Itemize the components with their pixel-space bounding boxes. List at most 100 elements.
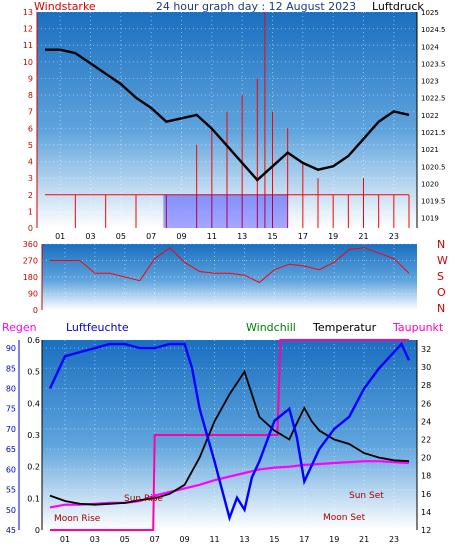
x-tick-label: 09 <box>176 232 186 241</box>
y-tick-label: 1020.5 <box>421 163 446 171</box>
rain-axis: 0 0.1 0.2 0.3 0.4 0.5 0.6 <box>18 336 43 535</box>
y-tick-label: 7 <box>28 108 33 117</box>
x-tick-label: 13 <box>237 232 247 241</box>
y-tick-label: 1021.5 <box>421 129 446 137</box>
y-tick-label: 85 <box>6 364 16 373</box>
humidity-axis: 45 50 55 60 65 70 75 80 85 90 <box>6 344 16 535</box>
moon-set-label: Moon Set <box>323 513 366 523</box>
y-tick-label: 50 <box>6 506 16 515</box>
y-tick-label: 90 <box>28 290 38 299</box>
y-tick-label: 14 <box>421 508 431 517</box>
compass-label: W <box>437 254 448 267</box>
y-tick-label: 22 <box>421 436 431 445</box>
y-tick-label: 12 <box>23 25 33 34</box>
y-tick-label: 8 <box>28 91 33 100</box>
y-tick-label: 65 <box>6 445 16 454</box>
x-tick-label: 09 <box>180 535 190 544</box>
compass-label: N <box>437 238 445 251</box>
x-tick-label: 21 <box>359 535 369 544</box>
x-tick-label: 07 <box>150 535 160 544</box>
y-tick-label: 0.4 <box>27 399 40 408</box>
wind-direction-line <box>50 247 410 284</box>
y-tick-label: 12 <box>421 526 431 535</box>
x-tick-label: 15 <box>269 535 279 544</box>
y-tick-label: 0.3 <box>27 431 40 440</box>
panel1-x-axis: 01 03 05 07 09 11 13 15 17 19 21 23 <box>55 232 399 241</box>
sun-rise-label: Sun Rise <box>124 494 163 504</box>
wind-bars <box>45 12 410 228</box>
temperature-line <box>49 369 410 506</box>
luftfeuchte-label: Luftfeuchte <box>66 321 129 334</box>
y-tick-label: 9 <box>28 74 33 83</box>
x-tick-label: 03 <box>85 232 95 241</box>
y-tick-label: 80 <box>6 385 16 394</box>
panel2-grid <box>42 243 417 311</box>
y-tick-label: 0 <box>35 526 40 535</box>
compass-label: O <box>437 286 446 299</box>
y-tick-label: 11 <box>23 41 33 50</box>
wind-gust-band <box>163 194 288 228</box>
y-tick-label: 13 <box>23 8 33 17</box>
y-tick-label: 1025 <box>421 9 439 17</box>
y-tick-label: 30 <box>421 363 431 372</box>
y-tick-label: 18 <box>421 472 431 481</box>
y-tick-label: 26 <box>421 399 431 408</box>
moon-rise-label: Moon Rise <box>54 514 101 524</box>
y-tick-label: 70 <box>6 425 16 434</box>
y-tick-label: 32 <box>421 345 431 354</box>
x-tick-label: 01 <box>55 232 65 241</box>
humidity-line <box>48 341 411 522</box>
x-tick-label: 15 <box>267 232 277 241</box>
y-tick-label: 0.6 <box>27 336 40 345</box>
y-tick-label: 2 <box>28 191 33 200</box>
y-tick-label: 360 <box>23 240 38 249</box>
temperature-axis: 12 14 16 18 20 22 24 26 28 30 32 <box>416 340 431 535</box>
regen-label: Regen <box>2 321 37 334</box>
y-tick-label: 0 <box>33 306 38 315</box>
x-tick-label: 19 <box>329 535 339 544</box>
temp-humidity-panel: Regen Luftfeuchte Windchill Temperatur T… <box>2 321 444 544</box>
x-tick-label: 17 <box>299 535 309 544</box>
pressure-line <box>45 48 410 182</box>
y-tick-label: 1024.5 <box>421 26 446 34</box>
y-tick-label: 4 <box>28 158 33 167</box>
x-tick-label: 03 <box>90 535 100 544</box>
y-tick-label: 10 <box>23 58 33 67</box>
y-tick-label: 0.2 <box>27 463 40 472</box>
y-tick-label: 1 <box>28 207 33 216</box>
taupunkt-label: Taupunkt <box>392 321 444 334</box>
y-tick-label: 55 <box>6 486 16 495</box>
y-tick-label: 1022.5 <box>421 95 446 103</box>
y-tick-label: 60 <box>6 465 16 474</box>
y-tick-label: 1019 <box>421 215 439 223</box>
y-tick-label: 45 <box>6 526 16 535</box>
y-tick-label: 270 <box>23 257 38 266</box>
x-tick-label: 07 <box>146 232 156 241</box>
y-tick-label: 90 <box>6 344 16 353</box>
rain-line <box>50 339 409 531</box>
compass-label: S <box>437 270 444 283</box>
y-tick-label: 5 <box>28 141 33 150</box>
y-tick-label: 24 <box>421 417 431 426</box>
temperatur-label: Temperatur <box>312 321 377 334</box>
chart-title: 24 hour graph day : 12 August 2023 <box>156 0 356 13</box>
y-tick-label: 1022 <box>421 112 439 120</box>
x-tick-label: 23 <box>389 535 399 544</box>
luftdruck-label: Luftdruck <box>372 0 424 13</box>
panel3-x-axis: 01 03 05 07 09 11 13 15 17 19 21 23 <box>60 535 399 544</box>
y-tick-label: 3 <box>28 174 33 183</box>
y-tick-label: 20 <box>421 454 431 463</box>
y-tick-label: 1020 <box>421 180 439 188</box>
y-tick-label: 1024 <box>421 43 439 51</box>
panel1-right-axis: 1019 1019.5 1020 1020.5 1021 1021.5 1022 1022.5… <box>416 9 446 228</box>
panel2-left-axis: 0 90 180 270 360 <box>23 240 43 315</box>
x-tick-label: 05 <box>116 232 126 241</box>
x-tick-label: 17 <box>298 232 308 241</box>
y-tick-label: 1019.5 <box>421 198 446 206</box>
y-tick-label: 1023.5 <box>421 60 446 68</box>
x-tick-label: 11 <box>209 535 219 544</box>
windchill-label: Windchill <box>246 321 296 334</box>
